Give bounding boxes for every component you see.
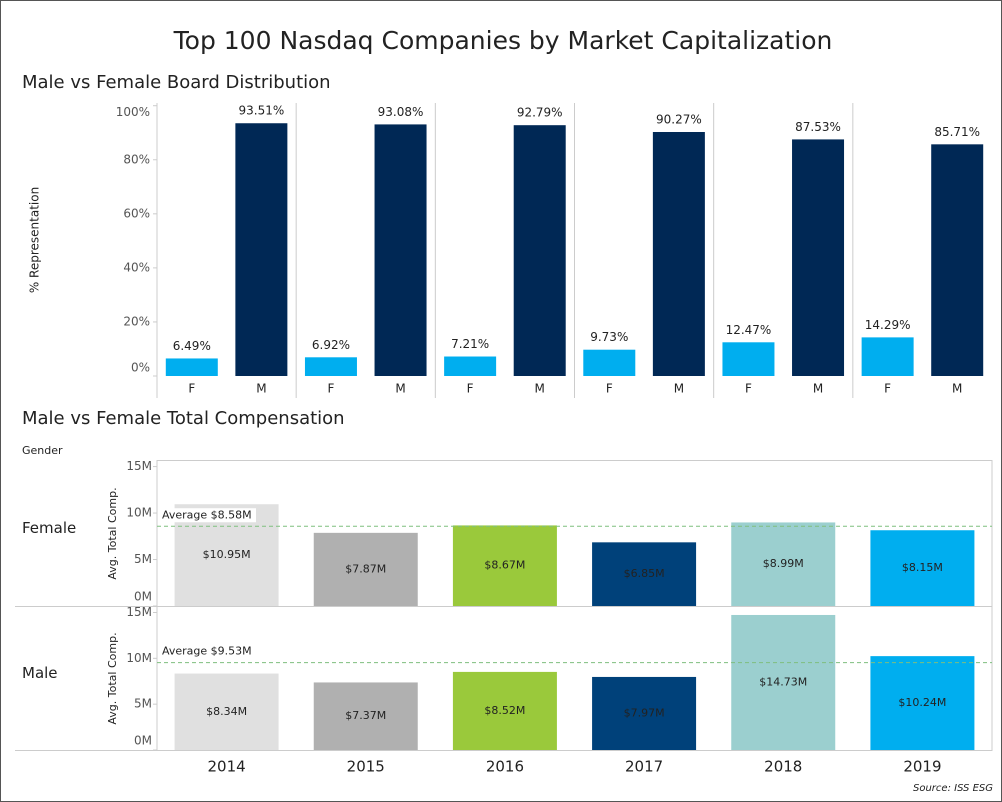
- bar: [313, 682, 418, 750]
- bar: [583, 349, 636, 376]
- value-label: $10.24M: [898, 696, 946, 709]
- x-tick-label: 2016: [486, 758, 524, 776]
- y-tick-label: 10M: [126, 506, 152, 520]
- x-tick-label: 2015: [347, 758, 385, 776]
- bar: [174, 673, 279, 750]
- facet-label: Gender: [22, 444, 63, 457]
- x-tick-label: M: [813, 382, 823, 396]
- bar: [452, 671, 557, 750]
- value-label: $7.37M: [345, 709, 386, 722]
- bar: [165, 358, 218, 376]
- y-axis-label: Avg. Total Comp.: [106, 487, 119, 579]
- x-tick-label: F: [606, 382, 613, 396]
- value-label: 9.73%: [590, 330, 628, 344]
- value-label: 93.08%: [378, 105, 424, 119]
- x-tick-label: 2017: [625, 758, 663, 776]
- y-tick-label: 15M: [126, 459, 152, 473]
- y-tick-label: 80%: [123, 152, 150, 166]
- y-tick-label: 0M: [134, 734, 152, 748]
- source: Source: ISS ESG: [913, 783, 993, 794]
- bar: [731, 614, 836, 750]
- average-label: Average $9.53M: [162, 645, 252, 658]
- bar: [313, 532, 418, 606]
- value-label: 93.51%: [238, 104, 284, 118]
- value-label: 6.92%: [312, 338, 350, 352]
- x-tick-label: F: [467, 382, 474, 396]
- y-tick-label: 0M: [134, 590, 152, 604]
- bar: [592, 676, 697, 750]
- x-tick-label: 2019: [903, 758, 941, 776]
- average-label: Average $8.58M: [162, 508, 252, 521]
- x-tick-label: F: [745, 382, 752, 396]
- bar: [792, 139, 845, 376]
- bar: [652, 132, 705, 376]
- value-label: 12.47%: [726, 323, 772, 337]
- bar: [304, 357, 357, 376]
- y-tick-label: 5M: [134, 697, 152, 711]
- y-tick-label: 5M: [134, 552, 152, 566]
- y-axis-label: % Representation: [28, 187, 42, 293]
- y-tick-label: 10M: [126, 651, 152, 665]
- value-label: 87.53%: [795, 120, 841, 134]
- value-label: $8.34M: [206, 705, 247, 718]
- bar: [374, 124, 427, 376]
- x-tick-label: 2014: [207, 758, 245, 776]
- value-label: $7.97M: [624, 706, 665, 719]
- value-label: 92.79%: [517, 106, 563, 120]
- x-tick-label: 2018: [764, 758, 802, 776]
- bar: [731, 522, 836, 606]
- x-tick-label: F: [328, 382, 335, 396]
- value-label: 7.21%: [451, 337, 489, 351]
- bar: [931, 144, 984, 376]
- average-label-bg: [160, 508, 256, 523]
- y-tick-label: 60%: [123, 206, 150, 220]
- bar: [861, 337, 914, 376]
- dashboard-title: Top 100 Nasdaq Companies by Market Capit…: [173, 26, 833, 55]
- y-tick-label: 0%: [131, 361, 150, 375]
- chart-title: Male vs Female Total Compensation: [22, 408, 345, 429]
- value-label: 85.71%: [934, 125, 980, 139]
- bar: [592, 542, 697, 606]
- bar: [452, 525, 557, 606]
- x-tick-label: F: [884, 382, 891, 396]
- bar: [444, 356, 497, 376]
- value-label: $8.15M: [902, 561, 943, 574]
- y-axis-label: Avg. Total Comp.: [106, 632, 119, 724]
- value-label: $8.52M: [484, 704, 525, 717]
- value-label: $7.87M: [345, 562, 386, 575]
- x-tick-label: M: [674, 382, 684, 396]
- value-label: $6.85M: [624, 567, 665, 580]
- value-label: $8.99M: [763, 557, 804, 570]
- bar: [722, 342, 775, 376]
- value-label: 90.27%: [656, 113, 702, 127]
- bar: [870, 656, 975, 750]
- average-label-bg: [160, 644, 256, 659]
- bar: [870, 530, 975, 606]
- bar: [235, 123, 288, 377]
- x-tick-label: M: [952, 382, 962, 396]
- y-tick-label: 15M: [126, 605, 152, 619]
- value-label: 14.29%: [865, 318, 911, 332]
- row-label: Male: [22, 664, 58, 682]
- x-tick-label: M: [535, 382, 545, 396]
- x-tick-label: M: [256, 382, 266, 396]
- y-tick-label: 40%: [123, 260, 150, 274]
- y-tick-label: 20%: [123, 314, 150, 328]
- x-tick-label: M: [395, 382, 405, 396]
- row-label: Female: [22, 519, 76, 537]
- value-label: $14.73M: [759, 675, 807, 688]
- chart-title: Male vs Female Board Distribution: [22, 72, 331, 93]
- value-label: 6.49%: [173, 339, 211, 353]
- x-tick-label: F: [188, 382, 195, 396]
- value-label: $10.95M: [203, 548, 251, 561]
- bar: [513, 125, 566, 377]
- y-tick-label: 100%: [116, 105, 150, 119]
- value-label: $8.67M: [484, 559, 525, 572]
